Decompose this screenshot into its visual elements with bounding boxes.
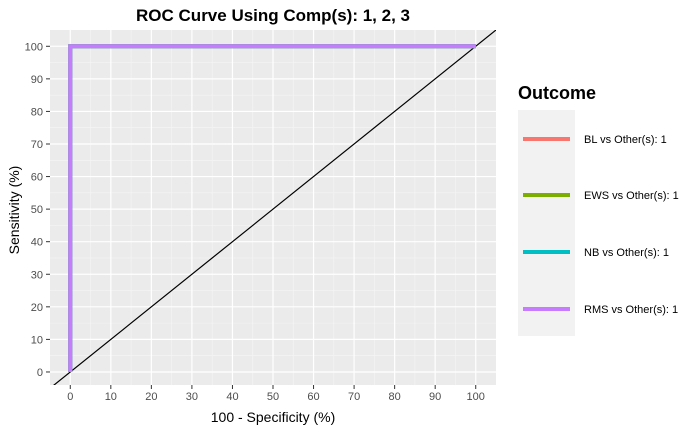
legend: Outcome BL vs Other(s): 1 EWS vs Other(s)… — [518, 83, 679, 336]
y-tick-label: 80 — [31, 106, 43, 118]
legend-label-3: NB vs Other(s): 1 — [584, 247, 669, 259]
y-tick-label: 10 — [31, 334, 43, 346]
y-tick-label: 100 — [25, 41, 43, 53]
x-tick-label: 50 — [267, 391, 279, 403]
plot-area: 0 10 20 30 40 50 60 70 80 90 100 0 10 20 30 40 50 60 70 80 9… — [25, 30, 496, 403]
y-axis-title: Sensitivity (%) — [6, 166, 22, 255]
y-tick-label: 70 — [31, 139, 43, 151]
x-axis-title: 100 - Specificity (%) — [211, 409, 335, 425]
y-tick-label: 60 — [31, 172, 43, 184]
legend-label-2: EWS vs Other(s): 1 — [584, 190, 679, 202]
y-tick-label: 30 — [31, 269, 43, 281]
x-tick-label: 60 — [307, 391, 319, 403]
legend-key-background — [518, 110, 575, 336]
x-tick-label: 0 — [67, 391, 73, 403]
reference-diagonal-line — [53, 30, 496, 385]
legend-label-4: RMS vs Other(s): 1 — [584, 304, 678, 316]
y-tick-label: 0 — [37, 367, 43, 379]
y-tick-label: 90 — [31, 74, 43, 86]
x-tick-label: 10 — [105, 391, 117, 403]
y-tick-label: 50 — [31, 204, 43, 216]
x-tick-label: 80 — [389, 391, 401, 403]
x-tick-label: 20 — [145, 391, 157, 403]
x-tick-label: 70 — [348, 391, 360, 403]
y-tick-label: 20 — [31, 302, 43, 314]
legend-label-1: BL vs Other(s): 1 — [584, 134, 667, 146]
x-tick-label: 40 — [226, 391, 238, 403]
x-tick-label: 90 — [429, 391, 441, 403]
series-line-4 — [68, 44, 476, 372]
x-tick-label: 100 — [467, 391, 485, 403]
x-tick-label: 30 — [186, 391, 198, 403]
chart-title: ROC Curve Using Comp(s): 1, 2, 3 — [136, 6, 410, 25]
y-tick-label: 40 — [31, 237, 43, 249]
data-layer — [53, 30, 496, 385]
legend-title: Outcome — [518, 83, 596, 103]
